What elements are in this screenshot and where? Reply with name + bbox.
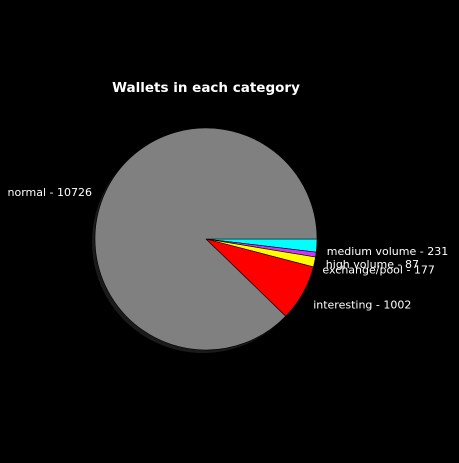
- pie-label-medium-volume: medium volume - 231: [327, 245, 448, 258]
- pie-label-high-volume: high volume - 87: [326, 258, 419, 271]
- pie-slice-normal: [94, 127, 318, 351]
- chart-title: Wallets in each category: [112, 80, 300, 96]
- pie-label-normal: normal - 10726: [8, 186, 93, 199]
- pie-label-interesting: interesting - 1002: [313, 298, 411, 311]
- pie-slices: [94, 127, 318, 351]
- pie-label-exchange-pool: exchange/pool - 177: [322, 264, 435, 277]
